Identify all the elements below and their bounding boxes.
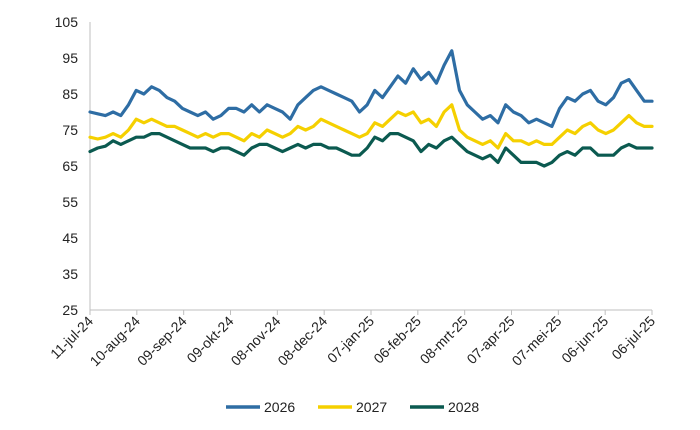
series-line-2026 xyxy=(88,49,654,129)
legend-item-2028: 2028 xyxy=(410,399,479,415)
y-tick-label: 95 xyxy=(62,50,78,66)
legend-label: 2026 xyxy=(264,399,295,415)
legend-item-2027: 2027 xyxy=(318,399,387,415)
legend: 2026 2027 2028 xyxy=(226,399,479,415)
y-tick-label: 45 xyxy=(62,230,78,246)
x-tick-label: 10-aug-24 xyxy=(87,313,144,370)
x-tick-label: 08-dec-24 xyxy=(274,313,330,369)
y-tick-label: 65 xyxy=(62,158,78,174)
x-tick-label: 06-jul-25 xyxy=(608,313,658,363)
y-tick-label: 55 xyxy=(62,194,78,210)
x-tick-label: 07-jan-25 xyxy=(324,313,377,366)
x-tick-label: 08-nov-24 xyxy=(228,313,284,369)
x-tick-label: 07-mei-25 xyxy=(509,313,565,369)
series-line-2027 xyxy=(88,103,654,150)
y-axis: 25 35 45 55 65 75 85 95 105 xyxy=(55,14,91,318)
y-tick-label: 75 xyxy=(62,122,78,138)
legend-label: 2027 xyxy=(356,399,387,415)
legend-item-2026: 2026 xyxy=(226,399,295,415)
x-axis: 11-jul-2410-aug-2409-sep-2409-okt-2408-n… xyxy=(47,309,658,370)
x-tick-label: 09-sep-24 xyxy=(134,313,190,369)
y-tick-label: 35 xyxy=(62,266,78,282)
series-line-2028 xyxy=(88,132,654,168)
y-tick-label: 25 xyxy=(62,302,78,318)
x-tick-label: 06-jun-25 xyxy=(558,313,611,366)
x-tick-label: 06-feb-25 xyxy=(370,313,424,367)
x-tick-label: 08-mrt-25 xyxy=(417,313,471,367)
y-tick-label: 105 xyxy=(55,14,79,30)
legend-label: 2028 xyxy=(448,399,479,415)
series-layer xyxy=(88,49,654,168)
y-tick-label: 85 xyxy=(62,86,78,102)
